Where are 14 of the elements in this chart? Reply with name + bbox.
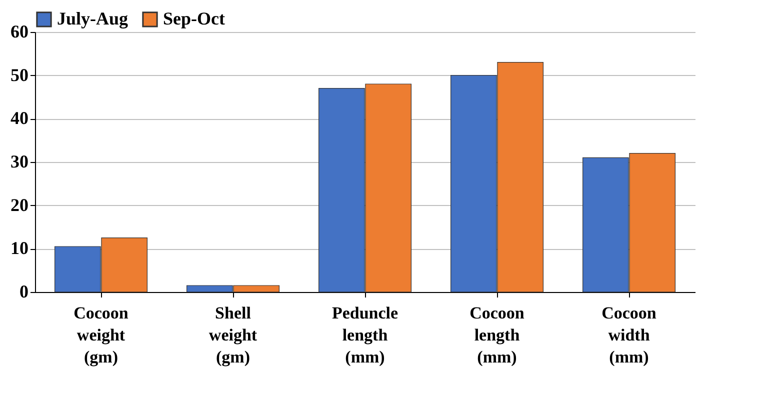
- y-tick-label: 20: [10, 194, 28, 215]
- x-tick-label: Peduncle length (mm): [332, 304, 399, 366]
- x-tick-label: Cocoon length (mm): [470, 304, 525, 366]
- y-tick-label: 50: [10, 64, 28, 85]
- y-tick-label: 0: [20, 282, 28, 302]
- legend-label: Sep-Oct: [163, 8, 225, 28]
- x-tick-label: Shell weight (gm): [208, 304, 258, 366]
- y-tick-label: 30: [10, 152, 28, 172]
- x-tick-label: Cocoon weight (gm): [74, 304, 129, 366]
- y-tick-label: 10: [10, 238, 28, 258]
- x-tick-label: Cocoon width (mm): [602, 304, 657, 366]
- legend-label: July-Aug: [57, 8, 128, 28]
- y-tick-label: 40: [10, 108, 28, 128]
- y-tick-label: 60: [10, 22, 28, 42]
